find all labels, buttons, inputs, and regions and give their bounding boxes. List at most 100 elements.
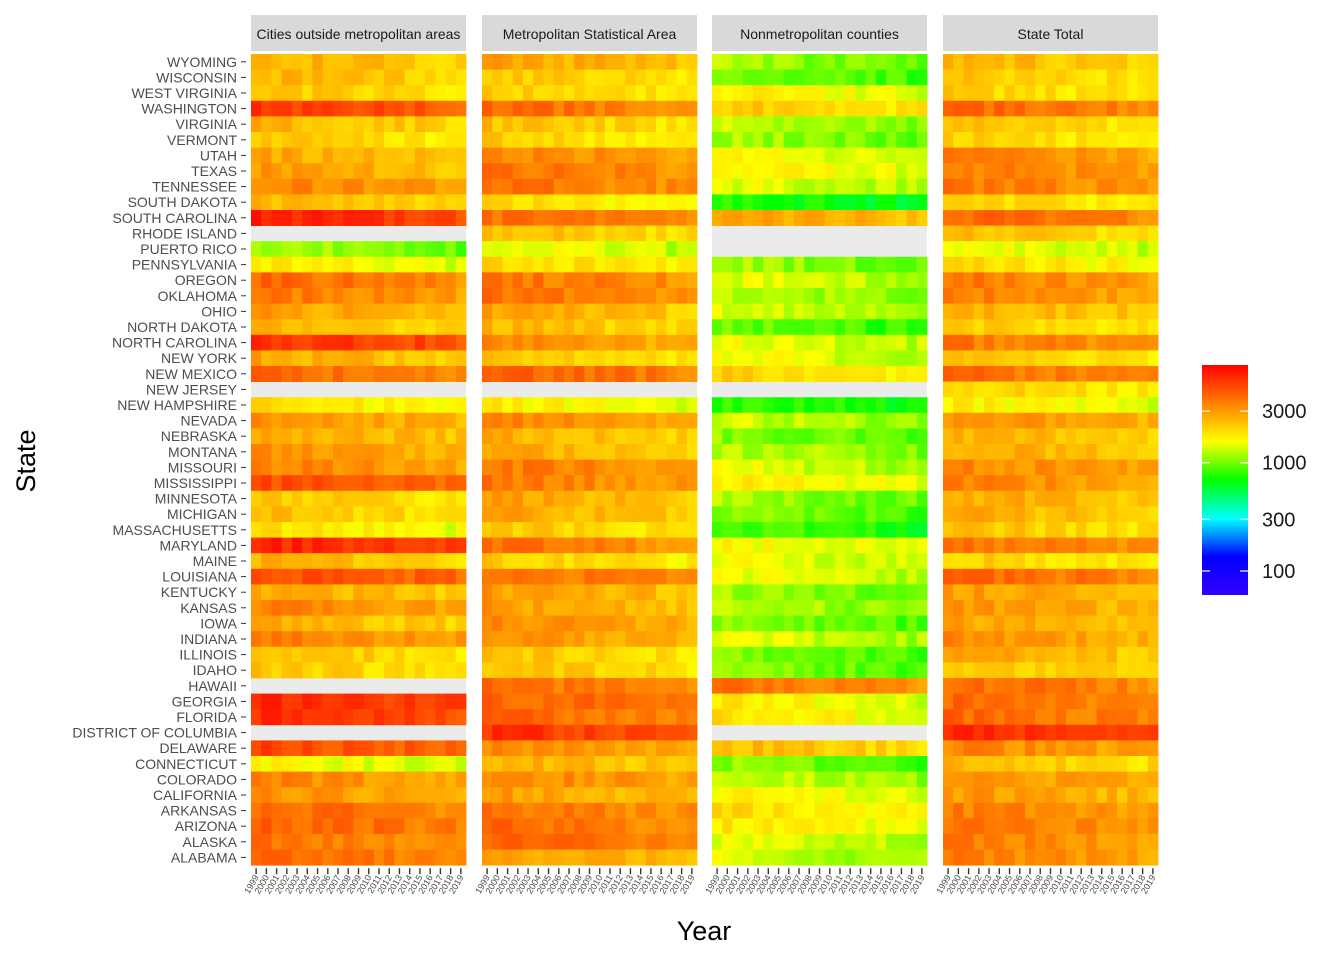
heatmap-cell (533, 740, 544, 757)
y-tick-label: DISTRICT OF COLUMBIA (72, 725, 237, 741)
heatmap-cell (732, 288, 744, 304)
heatmap-cell (533, 568, 544, 585)
heatmap-cell (1024, 740, 1036, 757)
heatmap-cell (291, 834, 303, 850)
heatmap-cell (1014, 475, 1026, 492)
heatmap-cell (1137, 631, 1149, 648)
heatmap-cell (482, 709, 493, 726)
heatmap-cell (814, 756, 826, 772)
heatmap-cell (291, 350, 303, 367)
heatmap-cell (435, 553, 446, 570)
heatmap-cell (1045, 834, 1057, 850)
heatmap-cell (522, 366, 534, 382)
heatmap-cell (973, 802, 985, 819)
heatmap-cell (1137, 350, 1149, 367)
heatmap-cell (666, 631, 677, 648)
heatmap-cell (1117, 849, 1128, 866)
heatmap-cell (482, 366, 493, 382)
heatmap-cell (635, 163, 647, 180)
heatmap-cell (855, 475, 866, 492)
heatmap-cell (712, 615, 723, 632)
heatmap-cell (553, 194, 565, 211)
heatmap-cell (1045, 568, 1057, 585)
heatmap-cell (1076, 288, 1087, 304)
heatmap-cell (563, 724, 575, 741)
heatmap-cell (722, 522, 733, 538)
heatmap-cell (425, 615, 436, 632)
heatmap-cell (251, 553, 262, 570)
heatmap-cell (943, 350, 954, 367)
heatmap-cell (322, 350, 334, 367)
heatmap-cell (363, 615, 375, 632)
heatmap-cell (363, 366, 375, 382)
heatmap-cell (625, 194, 636, 211)
heatmap-cell (973, 600, 985, 616)
heatmap-cell (384, 537, 395, 554)
heatmap-cell (804, 740, 815, 757)
x-axes: 1999200020012002200320042005200620072008… (242, 868, 1158, 896)
heatmap-cell (983, 85, 995, 102)
heatmap-cell (994, 615, 1005, 632)
heatmap-cell (916, 319, 928, 336)
heatmap-cell (1045, 475, 1057, 492)
heatmap-cell (1137, 241, 1149, 258)
heatmap-cell (553, 178, 565, 195)
heatmap-cell (635, 334, 647, 351)
heatmap-cell (302, 132, 313, 148)
heatmap-cell (635, 100, 647, 117)
heatmap-cell (994, 116, 1005, 133)
heatmap-cell (271, 194, 283, 211)
heatmap-cell (543, 163, 555, 180)
heatmap-cell (983, 132, 995, 148)
heatmap-cell (943, 662, 954, 679)
heatmap-cell (886, 584, 897, 601)
heatmap-cell (742, 475, 754, 492)
heatmap-cell (1117, 631, 1128, 648)
heatmap-cell (666, 256, 677, 273)
heatmap-cell (1117, 256, 1128, 273)
heatmap-cell (343, 163, 354, 180)
heatmap-cell (722, 584, 733, 601)
heatmap-cell (1117, 709, 1128, 726)
heatmap-cell (353, 69, 365, 86)
heatmap-cell (615, 428, 626, 445)
heatmap-cell (793, 849, 805, 866)
heatmap-cell (271, 444, 283, 460)
heatmap-cell (1086, 724, 1097, 741)
heatmap-cell (1055, 210, 1067, 226)
heatmap-cell (1086, 303, 1097, 320)
heatmap-cell (1076, 210, 1087, 226)
heatmap-cell (635, 490, 647, 507)
heatmap-cell (834, 506, 846, 523)
heatmap-cell (291, 802, 303, 819)
heatmap-cell (455, 132, 467, 148)
heatmap-cell (953, 631, 964, 648)
heatmap-cell (763, 756, 774, 772)
heatmap-cell (906, 490, 918, 507)
heatmap-cell (855, 802, 866, 819)
heatmap-cell (1096, 678, 1108, 694)
heatmap-cell (492, 366, 503, 382)
heatmap-cell (281, 288, 293, 304)
heatmap-cell (855, 662, 866, 679)
heatmap-cell (1065, 319, 1077, 336)
heatmap-cell (906, 506, 918, 523)
heatmap-cell (1127, 225, 1138, 242)
heatmap-cell (1096, 724, 1108, 741)
heatmap-cell (814, 740, 826, 757)
heatmap-cell (574, 771, 585, 788)
heatmap-cell (502, 834, 514, 850)
heatmap-cell (512, 584, 524, 601)
heatmap-cell (1117, 506, 1128, 523)
heatmap-cell (302, 163, 313, 180)
y-tick-label: NEW HAMPSHIRE (117, 397, 237, 413)
heatmap-cell (522, 459, 534, 476)
heatmap-cell (394, 459, 405, 476)
heatmap-cell (435, 350, 446, 367)
heatmap-cell (492, 163, 503, 180)
heatmap-cell (906, 475, 918, 492)
heatmap-cell (712, 334, 723, 351)
heatmap-cell (332, 147, 344, 164)
heatmap-cell (793, 256, 805, 273)
heatmap-cell (656, 210, 667, 226)
